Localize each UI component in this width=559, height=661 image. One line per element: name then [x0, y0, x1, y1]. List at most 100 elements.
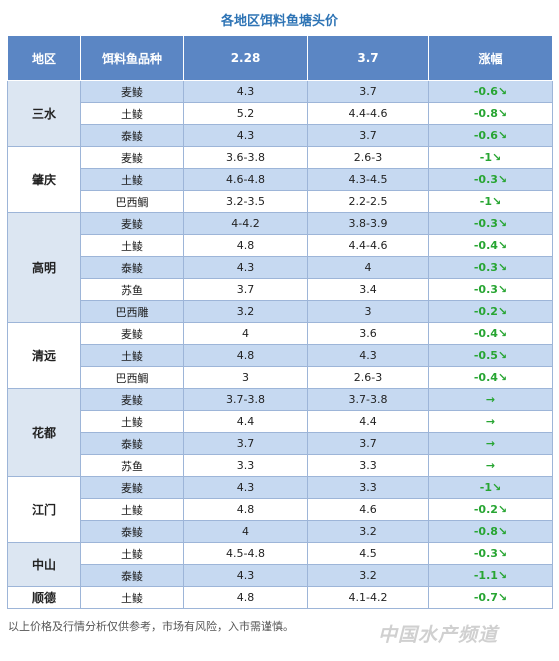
variety-cell: 泰鲮 [80, 124, 184, 147]
variety-cell: 泰鲮 [80, 564, 184, 587]
change-cell: -0.6↘ [428, 80, 553, 103]
price-cell: 3.3 [307, 476, 429, 499]
price-cell: 4.3 [183, 476, 308, 499]
change-cell: -0.5↘ [428, 344, 553, 367]
variety-cell: 巴西鲷 [80, 366, 184, 389]
price-cell: 3.7 [183, 432, 308, 455]
table-title: 各地区饵料鱼塘头价 [220, 14, 338, 29]
table-row: 巴西鲷 3 2.6-3 -0.4↘ [8, 366, 553, 389]
change-cell: -1.1↘ [428, 564, 553, 587]
variety-cell: 泰鲮 [80, 256, 184, 279]
change-cell: -0.3↘ [428, 542, 553, 565]
variety-cell: 土鲮 [80, 498, 184, 521]
price-cell: 3.6-3.8 [183, 146, 308, 169]
change-cell: -0.2↘ [428, 300, 553, 323]
price-cell: 4.8 [183, 234, 308, 257]
change-cell: → [428, 432, 553, 455]
price-cell: 4.5 [307, 542, 429, 565]
price-cell: 4.3-4.5 [307, 168, 429, 191]
price-cell: 3.2 [183, 300, 308, 323]
price-cell: 4.4 [183, 410, 308, 433]
price-cell: 3.3 [183, 454, 308, 477]
price-cell: 2.6-3 [307, 366, 429, 389]
price-cell: 3.6 [307, 322, 429, 345]
change-cell: -1↘ [428, 190, 553, 213]
table-row: 三水 麦鲮 4.3 3.7 -0.6↘ [7, 80, 553, 147]
price-cell: 4.4-4.6 [307, 234, 429, 257]
table-row: 土鲮 4.6-4.8 4.3-4.5 -0.3↘ [8, 168, 553, 191]
change-cell: -0.3↘ [428, 212, 553, 235]
change-cell: -0.2↘ [428, 498, 553, 521]
column-header: 饵料鱼品种 [80, 35, 184, 81]
price-cell: 2.2-2.5 [307, 190, 429, 213]
price-cell: 4.3 [183, 564, 308, 587]
region-cell: 花都 [7, 388, 81, 477]
variety-cell: 苏鱼 [80, 278, 184, 301]
change-cell: -0.4↘ [428, 366, 553, 389]
price-cell: 5.2 [183, 102, 308, 125]
table-row: 泰鲮 4.3 3.7 -0.6↘ [8, 124, 553, 147]
price-cell: 4.6-4.8 [183, 168, 308, 191]
price-cell: 4.8 [183, 498, 308, 521]
change-cell: -0.7↘ [428, 586, 553, 609]
price-table: 地区 饵料鱼品种 2.28 3.7 涨幅 三水 麦鲮 4.3 3.7 -0.6↘ 土鲮 5.… [7, 35, 553, 609]
region-cell: 中山 [7, 542, 81, 587]
price-cell: 4 [307, 256, 429, 279]
price-cell: 3 [183, 366, 308, 389]
price-cell: 3.2 [307, 564, 429, 587]
price-cell: 3.3 [307, 454, 429, 477]
price-cell: 4 [183, 520, 308, 543]
variety-cell: 泰鲮 [80, 432, 184, 455]
table-row: 泰鲮 4.3 3.2 -1.1↘ [8, 564, 553, 587]
variety-cell: 巴西鲷 [80, 190, 184, 213]
price-cell: 4.4 [307, 410, 429, 433]
price-cell: 3.4 [307, 278, 429, 301]
column-header: 地区 [7, 35, 81, 81]
variety-cell: 土鲮 [80, 542, 184, 565]
variety-cell: 巴西雕 [80, 300, 184, 323]
change-cell: -1↘ [428, 476, 553, 499]
table-row: 土鲮 5.2 4.4-4.6 -0.8↘ [8, 102, 553, 125]
table-row: 土鲮 4.8 4.3 -0.5↘ [8, 344, 553, 367]
price-cell: 3.7-3.8 [307, 388, 429, 411]
variety-cell: 土鲮 [80, 344, 184, 367]
price-cell: 4.6 [307, 498, 429, 521]
price-cell: 3.7-3.8 [183, 388, 308, 411]
variety-cell: 麦鲮 [80, 212, 184, 235]
table-row: 苏鱼 3.3 3.3 → [8, 454, 553, 477]
price-cell: 4.1-4.2 [307, 586, 429, 609]
variety-cell: 苏鱼 [80, 454, 184, 477]
change-cell: -1↘ [428, 146, 553, 169]
variety-cell: 泰鲮 [80, 520, 184, 543]
change-cell: -0.3↘ [428, 168, 553, 191]
column-header: 涨幅 [428, 35, 553, 81]
change-cell: -0.8↘ [428, 102, 553, 125]
table-row: 泰鲮 3.7 3.7 → [8, 432, 553, 455]
table-row: 土鲮 4.8 4.4-4.6 -0.4↘ [8, 234, 553, 257]
region-cell: 三水 [7, 80, 81, 147]
table-row: 土鲮 4.4 4.4 → [8, 410, 553, 433]
price-cell: 3.7 [307, 432, 429, 455]
table-body: 三水 麦鲮 4.3 3.7 -0.6↘ 土鲮 5.2 4.4-4.6 -0.8↘ 泰鲮 4.3 3.7… [7, 80, 553, 609]
table-row: 江门 麦鲮 4.3 3.3 -1↘ [7, 476, 553, 543]
change-cell: -0.4↘ [428, 322, 553, 345]
price-cell: 4.8 [183, 344, 308, 367]
table-row: 泰鲮 4.3 4 -0.3↘ [8, 256, 553, 279]
change-cell: -0.4↘ [428, 234, 553, 257]
region-cell: 清远 [7, 322, 81, 389]
price-cell: 3.7 [183, 278, 308, 301]
price-cell: 3.2 [307, 520, 429, 543]
table-row: 清远 麦鲮 4 3.6 -0.4↘ [7, 322, 553, 389]
change-cell: -0.6↘ [428, 124, 553, 147]
price-cell: 4 [183, 322, 308, 345]
table-row: 土鲮 4.8 4.6 -0.2↘ [8, 498, 553, 521]
variety-cell: 麦鲮 [80, 476, 184, 499]
variety-cell: 麦鲮 [80, 146, 184, 169]
variety-cell: 土鲮 [80, 410, 184, 433]
price-cell: 2.6-3 [307, 146, 429, 169]
price-cell: 4.3 [183, 256, 308, 279]
watermark: 中国水产频道 [378, 624, 499, 646]
table-row: 顺德 土鲮 4.8 4.1-4.2 -0.7↘ [7, 586, 553, 609]
change-cell: -0.3↘ [428, 256, 553, 279]
region-cell: 肇庆 [7, 146, 81, 213]
